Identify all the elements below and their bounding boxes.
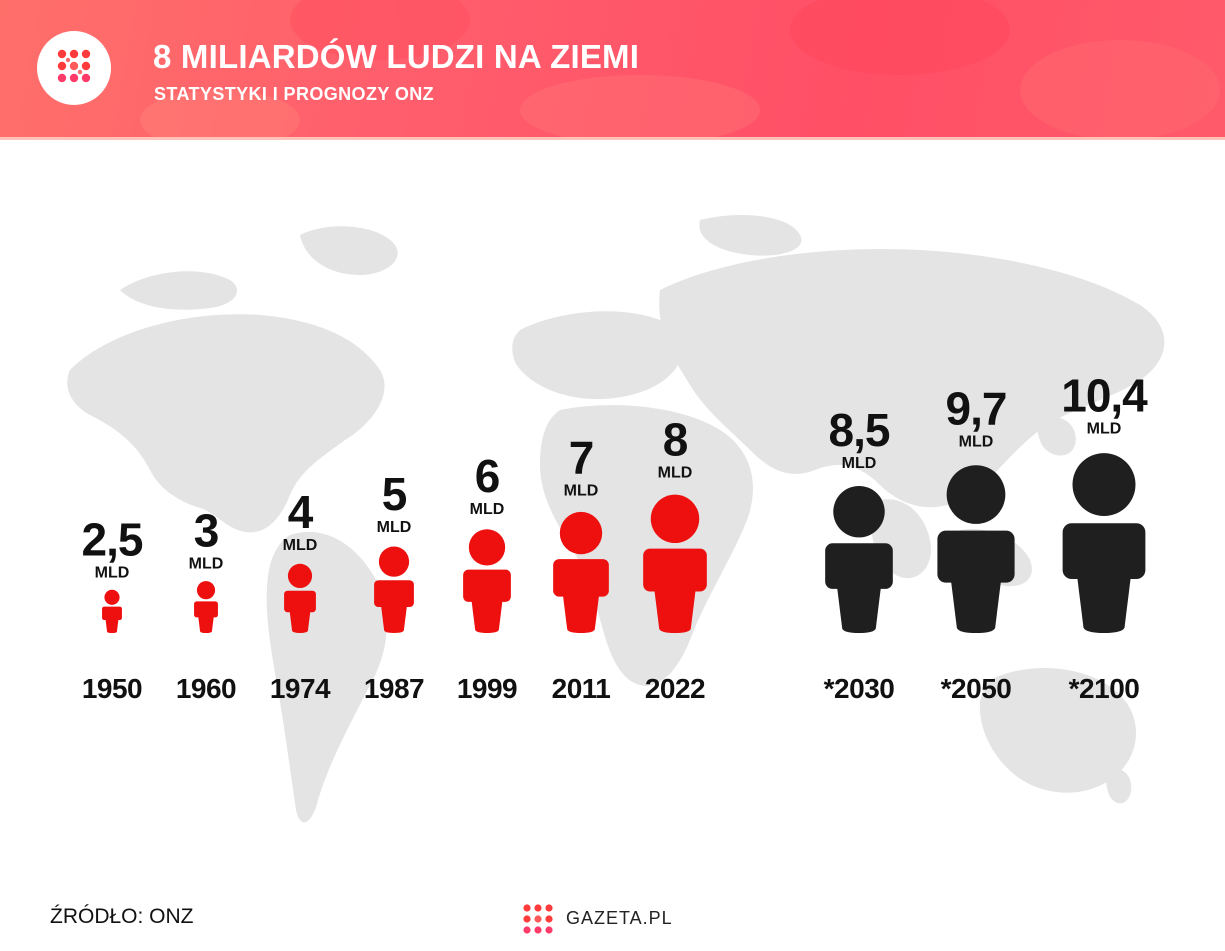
value-label: 3 [194,504,219,556]
person-icon [1062,453,1146,633]
value-label: 4 [288,486,314,538]
brand-name: GAZETA.PL [566,908,673,928]
year-label: *2100 [1069,673,1140,704]
unit-label: MLD [564,483,599,500]
year-label: 1950 [82,673,142,704]
source-note: ŹRÓDŁO: ONZ [50,905,194,928]
person-icon [374,546,414,633]
page-title: 8 MILIARDÓW LUDZI NA ZIEMI [153,38,640,75]
value-label: 10,4 [1061,370,1148,422]
unit-label: MLD [283,537,318,554]
unit-label: MLD [470,501,505,518]
header-divider [0,137,1225,140]
unit-label: MLD [377,519,412,536]
value-label: 7 [569,432,594,484]
year-label: *2030 [824,673,895,704]
header-texture [140,0,1220,138]
unit-label: MLD [842,455,877,472]
value-label: 2,5 [82,513,143,565]
person-icon [102,589,122,633]
value-label: 6 [475,450,500,502]
gazeta-footer-logo-icon [523,904,553,934]
value-label: 5 [382,468,407,520]
unit-label: MLD [658,464,693,481]
value-label: 8 [663,413,688,465]
header-banner: 8 MILIARDÓW LUDZI NA ZIEMI STATYSTYKI I … [0,0,1225,138]
year-label: 1974 [270,673,331,704]
year-label: 1987 [364,673,424,704]
year-label: 2011 [552,673,611,704]
person-icon [825,485,893,633]
unit-label: MLD [95,564,130,581]
page-subtitle: STATYSTYKI I PROGNOZY ONZ [154,84,435,104]
person-icon [194,581,218,633]
value-label: 9,7 [946,382,1007,434]
unit-label: MLD [189,555,224,572]
year-label: 2022 [645,673,705,704]
person-icon [553,511,609,633]
gazeta-logo-icon [57,49,91,83]
year-label: 1960 [176,673,236,704]
person-icon [643,494,707,633]
year-label: 1999 [457,673,517,704]
person-icon [284,563,316,633]
person-icon [937,465,1015,633]
year-label: *2050 [941,673,1012,704]
world-map-background [67,215,1165,823]
logo-badge [37,31,111,105]
unit-label: MLD [959,433,994,450]
person-icon [463,529,511,633]
value-label: 8,5 [829,404,890,456]
unit-label: MLD [1087,421,1122,438]
